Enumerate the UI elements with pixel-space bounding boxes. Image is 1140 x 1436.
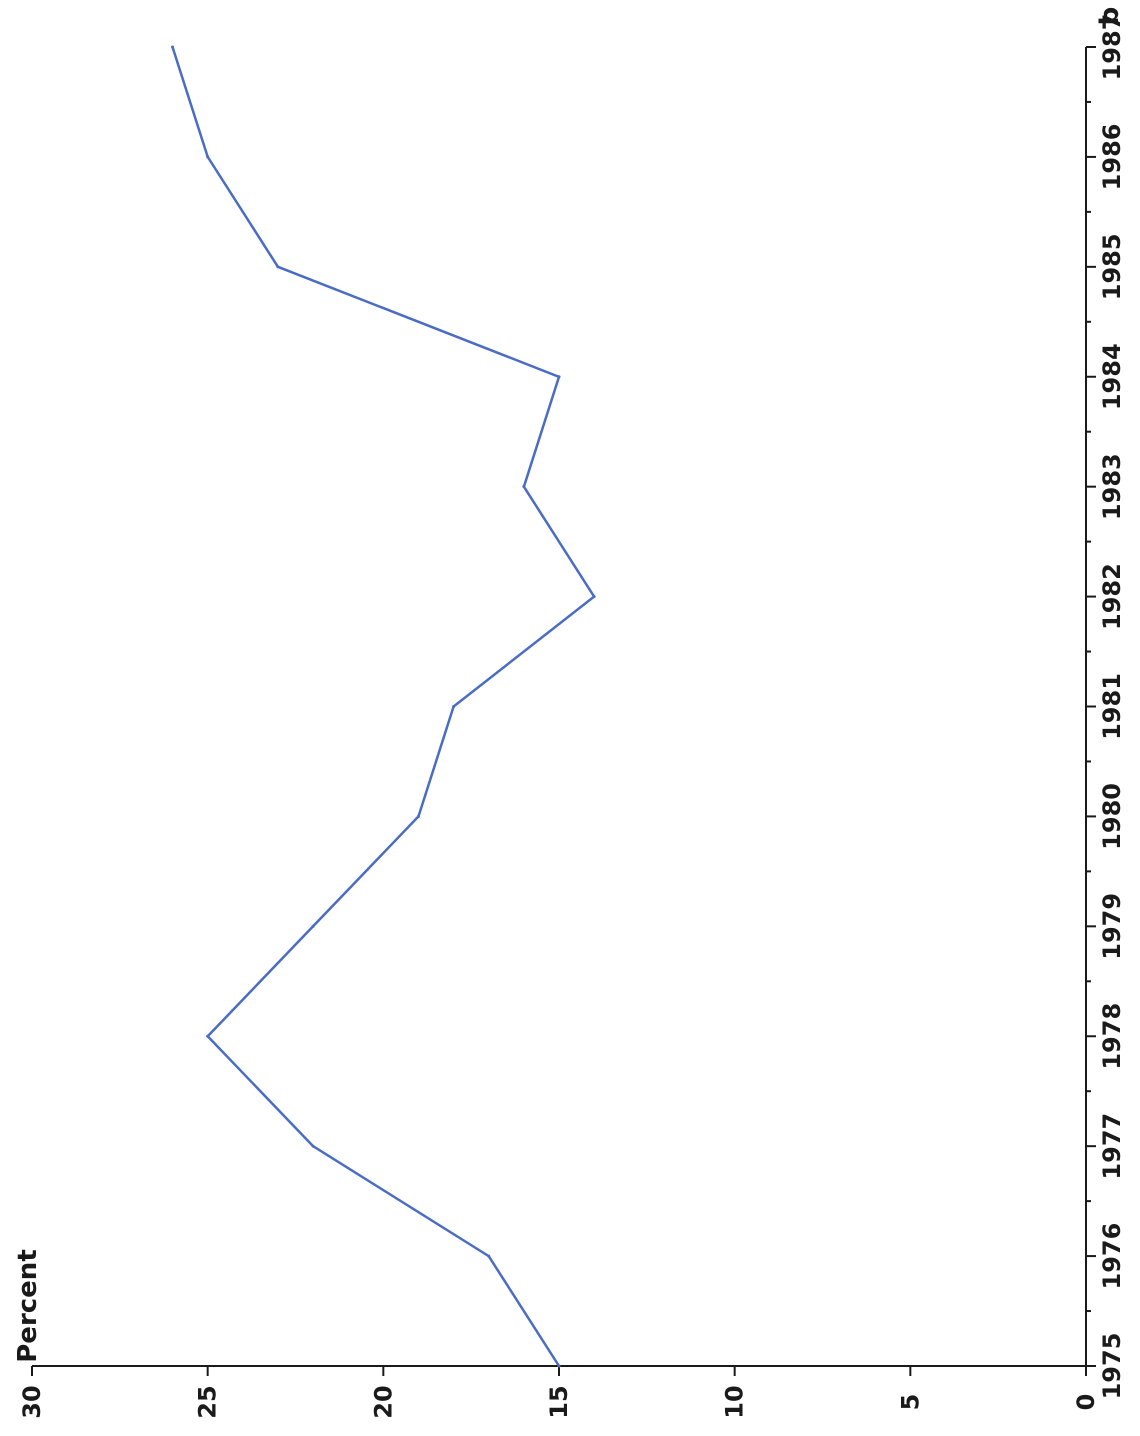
year-tick-label: 1975 — [1098, 1333, 1126, 1400]
axes — [32, 47, 1087, 1367]
data-point — [276, 265, 280, 269]
percent-tick-label: 0 — [1072, 1394, 1100, 1411]
year-tick-label: 1986 — [1098, 124, 1126, 191]
year-tick-label: 1976 — [1098, 1223, 1126, 1290]
series-line — [171, 46, 596, 1367]
data-point — [487, 1254, 491, 1258]
year-tick-label: 1979 — [1098, 893, 1126, 960]
year-tick-label: 1978 — [1098, 1003, 1126, 1070]
percent-tick-label: 20 — [369, 1385, 397, 1418]
data-point — [206, 1034, 210, 1038]
data-point — [452, 705, 456, 708]
data-point — [557, 375, 561, 379]
year-tick-label: 1977 — [1098, 1113, 1126, 1180]
percent-tick-label: 5 — [896, 1394, 924, 1411]
percent-tick-label: 30 — [18, 1385, 46, 1418]
year-tick-label: 1980 — [1098, 783, 1126, 850]
data-point — [206, 155, 210, 159]
year-tick-label: 1984 — [1098, 343, 1126, 410]
data-point — [416, 814, 420, 818]
tick-labels: 1975 1976 1977 1978 1979 1980 1981 1982 1983 1984… — [18, 14, 1126, 1419]
panel-label: b — [1095, 7, 1125, 26]
data-point — [557, 1364, 561, 1368]
percent-tick-label: 10 — [721, 1385, 749, 1418]
ticks — [31, 46, 1096, 1376]
data-point — [592, 595, 596, 599]
year-tick-label: 1982 — [1098, 563, 1126, 630]
data-point — [522, 485, 526, 489]
year-tick-label: 1981 — [1098, 673, 1126, 740]
data-point — [311, 1144, 315, 1148]
series — [171, 45, 596, 1368]
y-axis-title: Percent — [13, 1249, 43, 1363]
year-tick-label: 1987 — [1098, 14, 1126, 81]
percent-tick-label: 15 — [545, 1385, 573, 1418]
data-point — [171, 45, 175, 49]
data-point — [311, 924, 315, 928]
year-tick-label: 1985 — [1098, 233, 1126, 300]
percent-tick-label: 25 — [194, 1385, 222, 1418]
year-tick-label: 1983 — [1098, 453, 1126, 520]
